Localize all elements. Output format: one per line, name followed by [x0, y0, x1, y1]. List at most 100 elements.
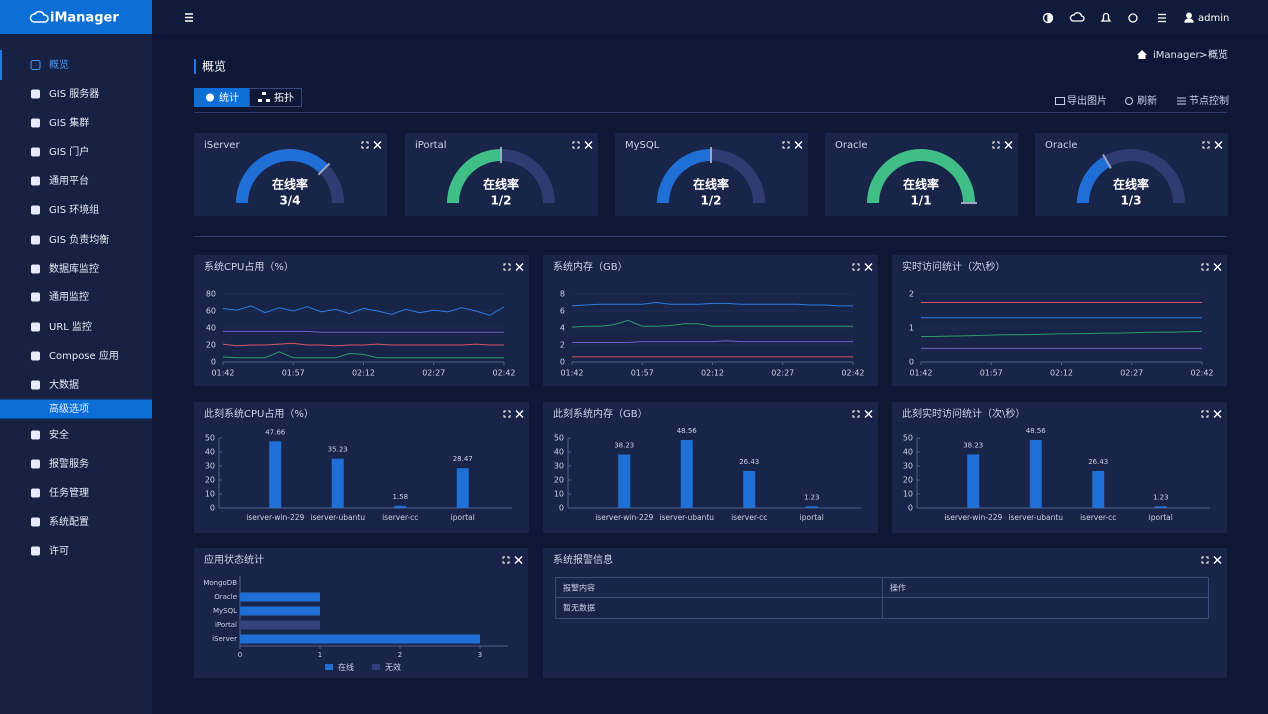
line-series	[222, 305, 505, 316]
top-icons[interactable]	[1042, 12, 1194, 24]
close-button[interactable]	[864, 410, 873, 418]
expand-button[interactable]	[1201, 410, 1209, 418]
menu-item[interactable]: 通用监控	[49, 290, 89, 303]
menu-item[interactable]: 概览	[49, 58, 69, 71]
x-tick-label: iserver-win-229	[246, 513, 304, 522]
menu-toggle[interactable]	[185, 13, 193, 22]
legend-label[interactable]: 无效	[385, 662, 401, 672]
close-button[interactable]	[864, 263, 873, 271]
close-button[interactable]	[1213, 263, 1222, 271]
topbar	[0, 0, 1268, 34]
menu-item[interactable]: 报警服务	[49, 457, 89, 470]
tab[interactable]	[249, 88, 302, 107]
bar	[240, 620, 320, 630]
panel	[1035, 133, 1228, 216]
table-empty: 暂无数据	[563, 603, 595, 613]
data-label: 38.23	[963, 441, 983, 449]
action-button[interactable]: 刷新	[1137, 94, 1157, 107]
menu-item[interactable]: GIS 环境组	[49, 203, 99, 216]
data-label: 26.43	[1088, 458, 1108, 466]
expand-button[interactable]	[852, 410, 860, 418]
bar	[240, 634, 480, 644]
close-button[interactable]	[1213, 556, 1222, 564]
menu-item[interactable]: GIS 负责均衡	[49, 233, 109, 246]
menu-icon	[31, 322, 40, 332]
legend-label[interactable]: 在线	[338, 662, 354, 672]
menu-item[interactable]: GIS 集群	[49, 116, 89, 129]
expand-button[interactable]	[992, 141, 1000, 149]
expand-button[interactable]	[361, 141, 369, 149]
gauge-fill	[447, 149, 502, 204]
menu-icon	[31, 89, 40, 99]
y-tick-label: 40	[205, 448, 215, 457]
menu-item[interactable]: URL 监控	[49, 320, 92, 333]
expand-button[interactable]	[503, 263, 511, 271]
menu-item[interactable]: 许可	[49, 545, 69, 557]
menu-item[interactable]: 大数据	[49, 378, 79, 391]
menu-item[interactable]: 任务管理	[49, 486, 89, 499]
expand-button[interactable]	[1202, 141, 1210, 149]
expand-button[interactable]	[1201, 263, 1209, 271]
y-tick-label: 30	[903, 462, 913, 471]
x-tick-label: 2	[398, 651, 402, 659]
menu-item[interactable]: 安全	[49, 428, 69, 441]
gauge-fill	[236, 149, 329, 204]
menu-icon	[31, 147, 40, 157]
x-tick-label: 01:42	[211, 369, 234, 378]
menu-icon	[31, 205, 40, 215]
x-tick-label: 02:27	[1120, 369, 1143, 378]
menu-item[interactable]: 数据库监控	[49, 262, 99, 275]
close-button[interactable]	[514, 556, 523, 564]
expand-button[interactable]	[1201, 556, 1209, 564]
breadcrumb-root[interactable]: iManager	[1153, 50, 1201, 61]
gauge-fill	[867, 149, 975, 204]
action-button[interactable]: 导出图片	[1067, 94, 1107, 107]
x-tick-label: 02:27	[422, 369, 445, 378]
x-tick-label: 1	[318, 651, 322, 659]
close-button[interactable]	[794, 141, 803, 149]
close-button[interactable]	[515, 263, 524, 271]
y-tick-label: 10	[903, 490, 913, 499]
expand-button[interactable]	[782, 141, 790, 149]
expand-button[interactable]	[852, 263, 860, 271]
close-button[interactable]	[584, 141, 593, 149]
data-label: 48.56	[1026, 427, 1047, 435]
menu-item[interactable]: Compose 应用	[49, 349, 119, 362]
logo[interactable]: iManager	[50, 11, 119, 26]
bar	[240, 606, 320, 616]
x-tick-label: iserver-ubantu	[659, 513, 714, 522]
gauge-fill	[657, 149, 712, 204]
close-button[interactable]	[515, 410, 524, 418]
action-button[interactable]: 节点控制	[1189, 94, 1229, 107]
x-tick-label: 02:12	[352, 369, 375, 378]
bar	[394, 505, 407, 508]
tab-icon	[258, 92, 270, 102]
expand-button[interactable]	[502, 556, 510, 564]
close-button[interactable]	[1213, 410, 1222, 418]
active-subitem[interactable]	[0, 399, 152, 419]
tab-label[interactable]: 统计	[219, 91, 239, 104]
username[interactable]: admin	[1198, 13, 1229, 24]
close-button[interactable]	[1004, 141, 1013, 149]
panel-title: 应用状态统计	[204, 553, 264, 566]
menu-item[interactable]: 高级选项	[49, 402, 89, 415]
y-tick-label: 20	[205, 476, 215, 485]
gauge-pointer	[317, 162, 331, 176]
expand-button[interactable]	[572, 141, 580, 149]
expand-button[interactable]	[503, 410, 511, 418]
bar	[269, 441, 282, 508]
close-button[interactable]	[1214, 141, 1223, 149]
menu-item[interactable]: GIS 服务器	[49, 87, 99, 100]
menu-item[interactable]: 通用平台	[49, 174, 89, 187]
menu-item[interactable]: GIS 门户	[49, 145, 89, 158]
panel	[892, 402, 1227, 533]
panel	[194, 255, 529, 386]
gauge-pointer	[1102, 154, 1112, 169]
tab-active[interactable]	[194, 88, 249, 107]
close-button[interactable]	[373, 141, 382, 149]
tab-label[interactable]: 拓扑	[274, 91, 294, 104]
y-tick-label: 10	[205, 490, 215, 499]
y-tick-label: 0	[908, 504, 913, 513]
menu-item[interactable]: 系统配置	[49, 515, 89, 528]
bar	[805, 506, 818, 508]
